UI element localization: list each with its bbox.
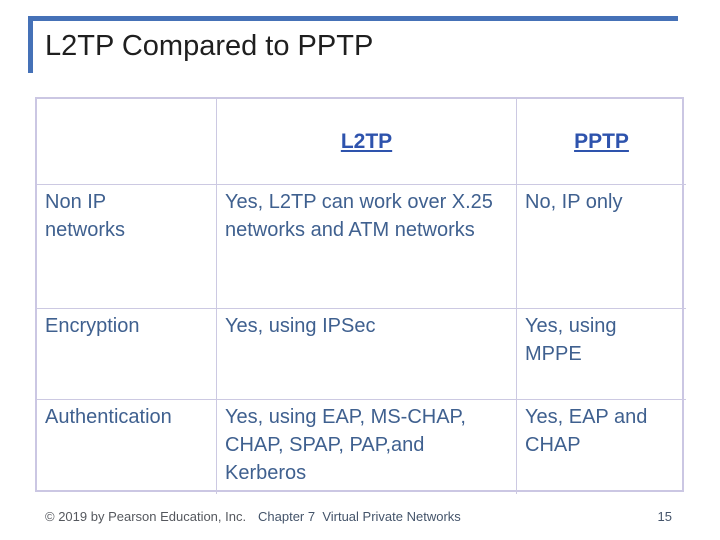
row-authentication-pptp-value: Yes, EAP and CHAP <box>525 406 648 456</box>
row-authentication-feature: Authentication <box>37 400 217 494</box>
header-cell-blank <box>37 99 217 185</box>
row-nonip-feature: Non IP networks <box>37 185 217 309</box>
pptp-column-header: PPTP <box>574 129 629 153</box>
row-encryption-pptp-value: Yes, using MPPE <box>517 309 686 400</box>
row-encryption-l2tp-value: Yes, using IPSec <box>217 309 517 400</box>
header-cell-l2tp: L2TP <box>217 99 517 185</box>
row-nonip-pptp-value: No, IP only <box>517 185 686 309</box>
l2tp-column-header: L2TP <box>340 129 393 153</box>
comparison-table: L2TP PPTP Non IP networks Yes, L2TP can … <box>35 97 686 494</box>
row-authentication-l2tp-value: Yes, using EAP, MS-CHAP, CHAP, SPAP, PAP… <box>217 400 517 494</box>
slide-title: L2TP Compared to PPTP <box>45 30 374 62</box>
footer-copyright: © 2019 by Pearson Education, Inc. <box>45 509 247 524</box>
header-cell-pptp: PPTP <box>517 99 686 185</box>
title-bracket: L2TP Compared to PPTP <box>28 16 678 73</box>
row-nonip-l2tp-value: Yes, L2TP can work over X.25 networks an… <box>217 185 517 309</box>
footer-page-number: 15 <box>657 509 672 524</box>
row-encryption-feature: Encryption <box>37 309 217 400</box>
footer-chapter-title: Chapter 7 Virtual Private Networks <box>258 509 461 524</box>
